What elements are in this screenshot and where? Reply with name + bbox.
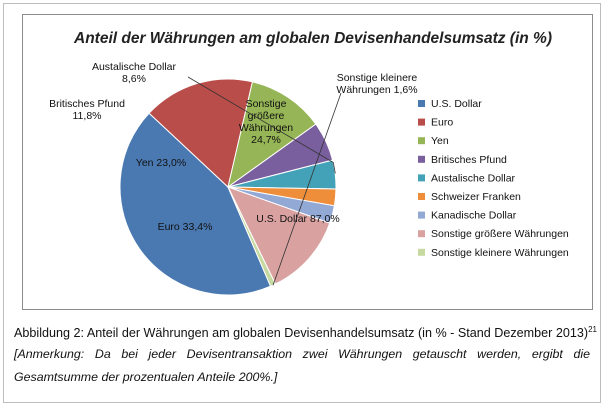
- pie-chart: Anteil der Währungen am globalen Devisen…: [49, 30, 569, 296]
- legend-label-sonstige-groessere-waehrungen: Sonstige größere Währungen: [431, 228, 569, 240]
- legend-swatch-euro: [418, 118, 425, 126]
- leader-line-sonstige-kleinere: [272, 92, 342, 286]
- legend-label-schweizer-franken: Schweizer Franken: [431, 191, 521, 203]
- figure-note: [Anmerkung: Da bei jeder Devisentransakt…: [14, 347, 590, 384]
- legend-label-euro: Euro: [431, 117, 453, 129]
- caption-text: Abbildung 2: Anteil der Währungen am glo…: [14, 326, 589, 340]
- legend-label-u-s-dollar: U.S. Dollar: [431, 98, 482, 110]
- data-label-u-s-dollar: U.S. Dollar 87,0%: [256, 213, 339, 225]
- data-labels: U.S. Dollar 87,0% Euro 33,4% Yen 23,0% Brit…: [49, 61, 418, 286]
- legend-swatch-britisches-pfund: [418, 155, 425, 163]
- legend-swatch-kanadische-dollar: [418, 211, 425, 219]
- data-label-euro: Euro 33,4%: [158, 221, 213, 233]
- legend-label-yen: Yen: [431, 135, 449, 147]
- legend-swatch-austalische-dollar: [418, 174, 425, 182]
- pie-slice-sonstige-groessere-waehrungen: [227, 186, 331, 285]
- figure-frame: Anteil der Währungen am globalen Devisen…: [3, 3, 601, 403]
- figure-caption: Abbildung 2: Anteil der Währungen am glo…: [14, 321, 597, 342]
- pie-slices: [119, 78, 337, 296]
- legend-label-kanadische-dollar: Kanadische Dollar: [431, 210, 517, 222]
- pie-slice-u-s-dollar: [119, 112, 272, 296]
- legend-swatch-yen: [418, 137, 425, 145]
- legend-label-austalische-dollar: Austalische Dollar: [431, 172, 516, 184]
- data-label-britisches-pfund: Britisches Pfund 11,8%: [49, 98, 125, 122]
- data-label-sonstige-kleinere-waehrungen: Sonstige kleinere Währungen 1,6%: [336, 72, 417, 96]
- chart-area: Anteil der Währungen am globalen Devisen…: [22, 14, 593, 310]
- legend: U.S. Dollar Euro Yen Britisches Pfund Austal…: [418, 98, 569, 259]
- data-label-austalische-dollar: Austalische Dollar 8,6%: [92, 61, 177, 85]
- chart-title: Anteil der Währungen am globalen Devisen…: [73, 30, 552, 47]
- legend-label-britisches-pfund: Britisches Pfund: [431, 154, 507, 166]
- pie-slice-yen: [227, 81, 317, 189]
- data-label-yen: Yen 23,0%: [136, 157, 186, 169]
- legend-swatch-sonstige-groessere-waehrungen: [418, 230, 425, 238]
- legend-swatch-schweizer-franken: [418, 193, 425, 200]
- legend-swatch-u-s-dollar: [418, 100, 425, 107]
- legend-label-sonstige-kleinere-waehrungen: Sonstige kleinere Währungen: [431, 247, 569, 259]
- pie-slice-euro: [148, 78, 254, 188]
- footnote-ref: 21: [588, 325, 597, 334]
- leader-line-austalische-dollar: [187, 76, 336, 174]
- legend-swatch-sonstige-kleinere-waehrungen: [418, 248, 425, 256]
